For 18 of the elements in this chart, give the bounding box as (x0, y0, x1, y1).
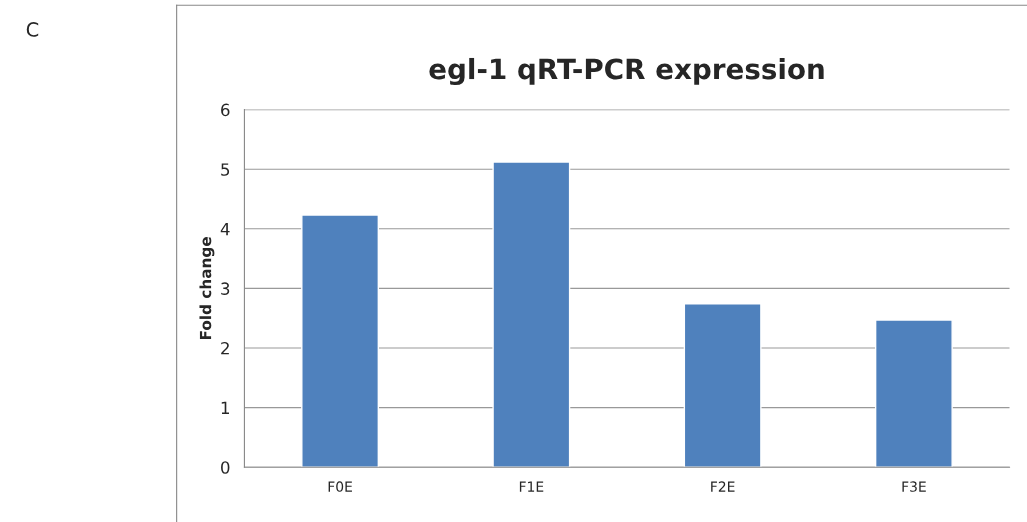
chart-title: egl-1 qRT-PCR expression (429, 57, 824, 86)
y-tick-label: 2 (221, 341, 229, 355)
y-axis-title: Fold change (199, 237, 215, 340)
x-tick-label: F3E (902, 481, 926, 492)
bar (683, 303, 762, 468)
bar (301, 214, 380, 468)
y-tick-label: 6 (221, 103, 230, 117)
x-tick-label: F2E (711, 481, 735, 492)
text: C (26, 22, 39, 37)
y-tick-label: 3 (221, 282, 230, 295)
y-tick-label: 0 (221, 461, 230, 474)
x-tick-label: F0E (328, 481, 352, 492)
bar (492, 161, 571, 468)
y-tick-label: 5 (221, 163, 230, 176)
x-tick-label: F1E (519, 481, 544, 492)
y-tick-label: 4 (220, 222, 230, 236)
bar (874, 319, 953, 468)
y-tick-label: 1 (221, 401, 229, 414)
